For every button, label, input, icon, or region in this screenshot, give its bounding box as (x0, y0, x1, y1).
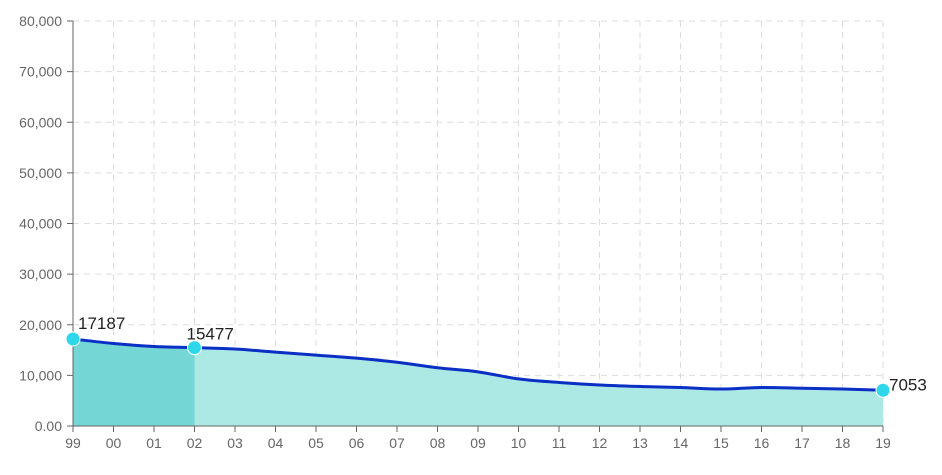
x-tick-label: 13 (632, 435, 648, 451)
data-label: 17187 (78, 314, 125, 333)
y-tick-label: 40,000 (19, 216, 62, 232)
x-tick-label: 99 (65, 435, 81, 451)
x-tick-label: 00 (106, 435, 122, 451)
x-tick-label: 18 (835, 435, 851, 451)
area-highlight-fill (73, 338, 195, 426)
data-label: 7053 (889, 375, 927, 394)
x-tick-label: 16 (754, 435, 770, 451)
x-tick-label: 12 (592, 435, 608, 451)
data-label: 15477 (187, 325, 234, 344)
y-tick-label: 70,000 (19, 64, 62, 80)
x-tick-label: 17 (794, 435, 810, 451)
y-tick-label: 60,000 (19, 114, 62, 130)
x-tick-label: 11 (552, 435, 567, 451)
y-tick-label: 0.00 (35, 418, 62, 434)
x-tick-label: 04 (268, 435, 284, 451)
data-point-marker (65, 331, 81, 347)
y-tick-label: 80,000 (19, 13, 62, 29)
x-tick-label: 03 (227, 435, 243, 451)
x-tick-label: 09 (470, 435, 486, 451)
data-point-marker (187, 340, 202, 356)
x-tick-label: 07 (389, 435, 405, 451)
data-point-marker (875, 382, 891, 398)
x-tick-label: 14 (673, 435, 689, 451)
x-tick-label: 19 (875, 435, 891, 451)
area-fill (73, 338, 883, 426)
x-tick-label: 06 (349, 435, 365, 451)
y-tick-label: 50,000 (19, 165, 62, 181)
y-tick-label: 20,000 (19, 317, 62, 333)
x-tick-label: 05 (308, 435, 324, 451)
y-tick-label: 30,000 (19, 266, 62, 282)
x-tick-label: 01 (146, 435, 162, 451)
x-tick-label: 02 (187, 435, 203, 451)
x-tick-label: 10 (511, 435, 527, 451)
y-tick-label: 10,000 (19, 367, 62, 383)
series-line (71, 337, 885, 392)
x-tick-label: 15 (713, 435, 729, 451)
x-tick-label: 08 (430, 435, 446, 451)
